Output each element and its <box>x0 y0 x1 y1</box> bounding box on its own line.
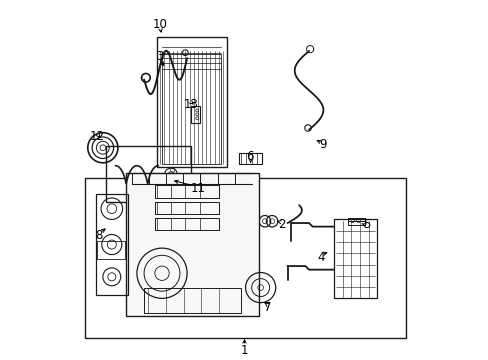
Text: 11: 11 <box>190 183 205 195</box>
Bar <box>97 241 125 259</box>
Text: 1: 1 <box>240 344 248 357</box>
Bar <box>96 194 128 295</box>
Bar <box>190 107 199 123</box>
Bar <box>155 218 219 230</box>
Text: 10: 10 <box>152 18 167 31</box>
Bar <box>239 153 262 164</box>
Bar <box>156 37 226 167</box>
Text: 8: 8 <box>95 229 103 242</box>
Text: 12: 12 <box>90 130 105 144</box>
Text: 3: 3 <box>156 50 163 63</box>
Bar <box>126 173 258 316</box>
Text: 7: 7 <box>264 301 271 314</box>
Bar <box>106 146 190 202</box>
Text: 2: 2 <box>278 218 285 231</box>
Bar <box>162 54 221 164</box>
Text: 4: 4 <box>317 251 325 264</box>
Text: 6: 6 <box>245 150 253 163</box>
Text: 9: 9 <box>319 138 326 150</box>
Text: 13: 13 <box>183 98 198 111</box>
Bar <box>333 220 376 298</box>
Bar <box>155 202 219 214</box>
Text: 5: 5 <box>362 218 369 231</box>
Bar <box>155 185 219 198</box>
Bar <box>144 288 241 313</box>
Bar <box>85 178 405 338</box>
